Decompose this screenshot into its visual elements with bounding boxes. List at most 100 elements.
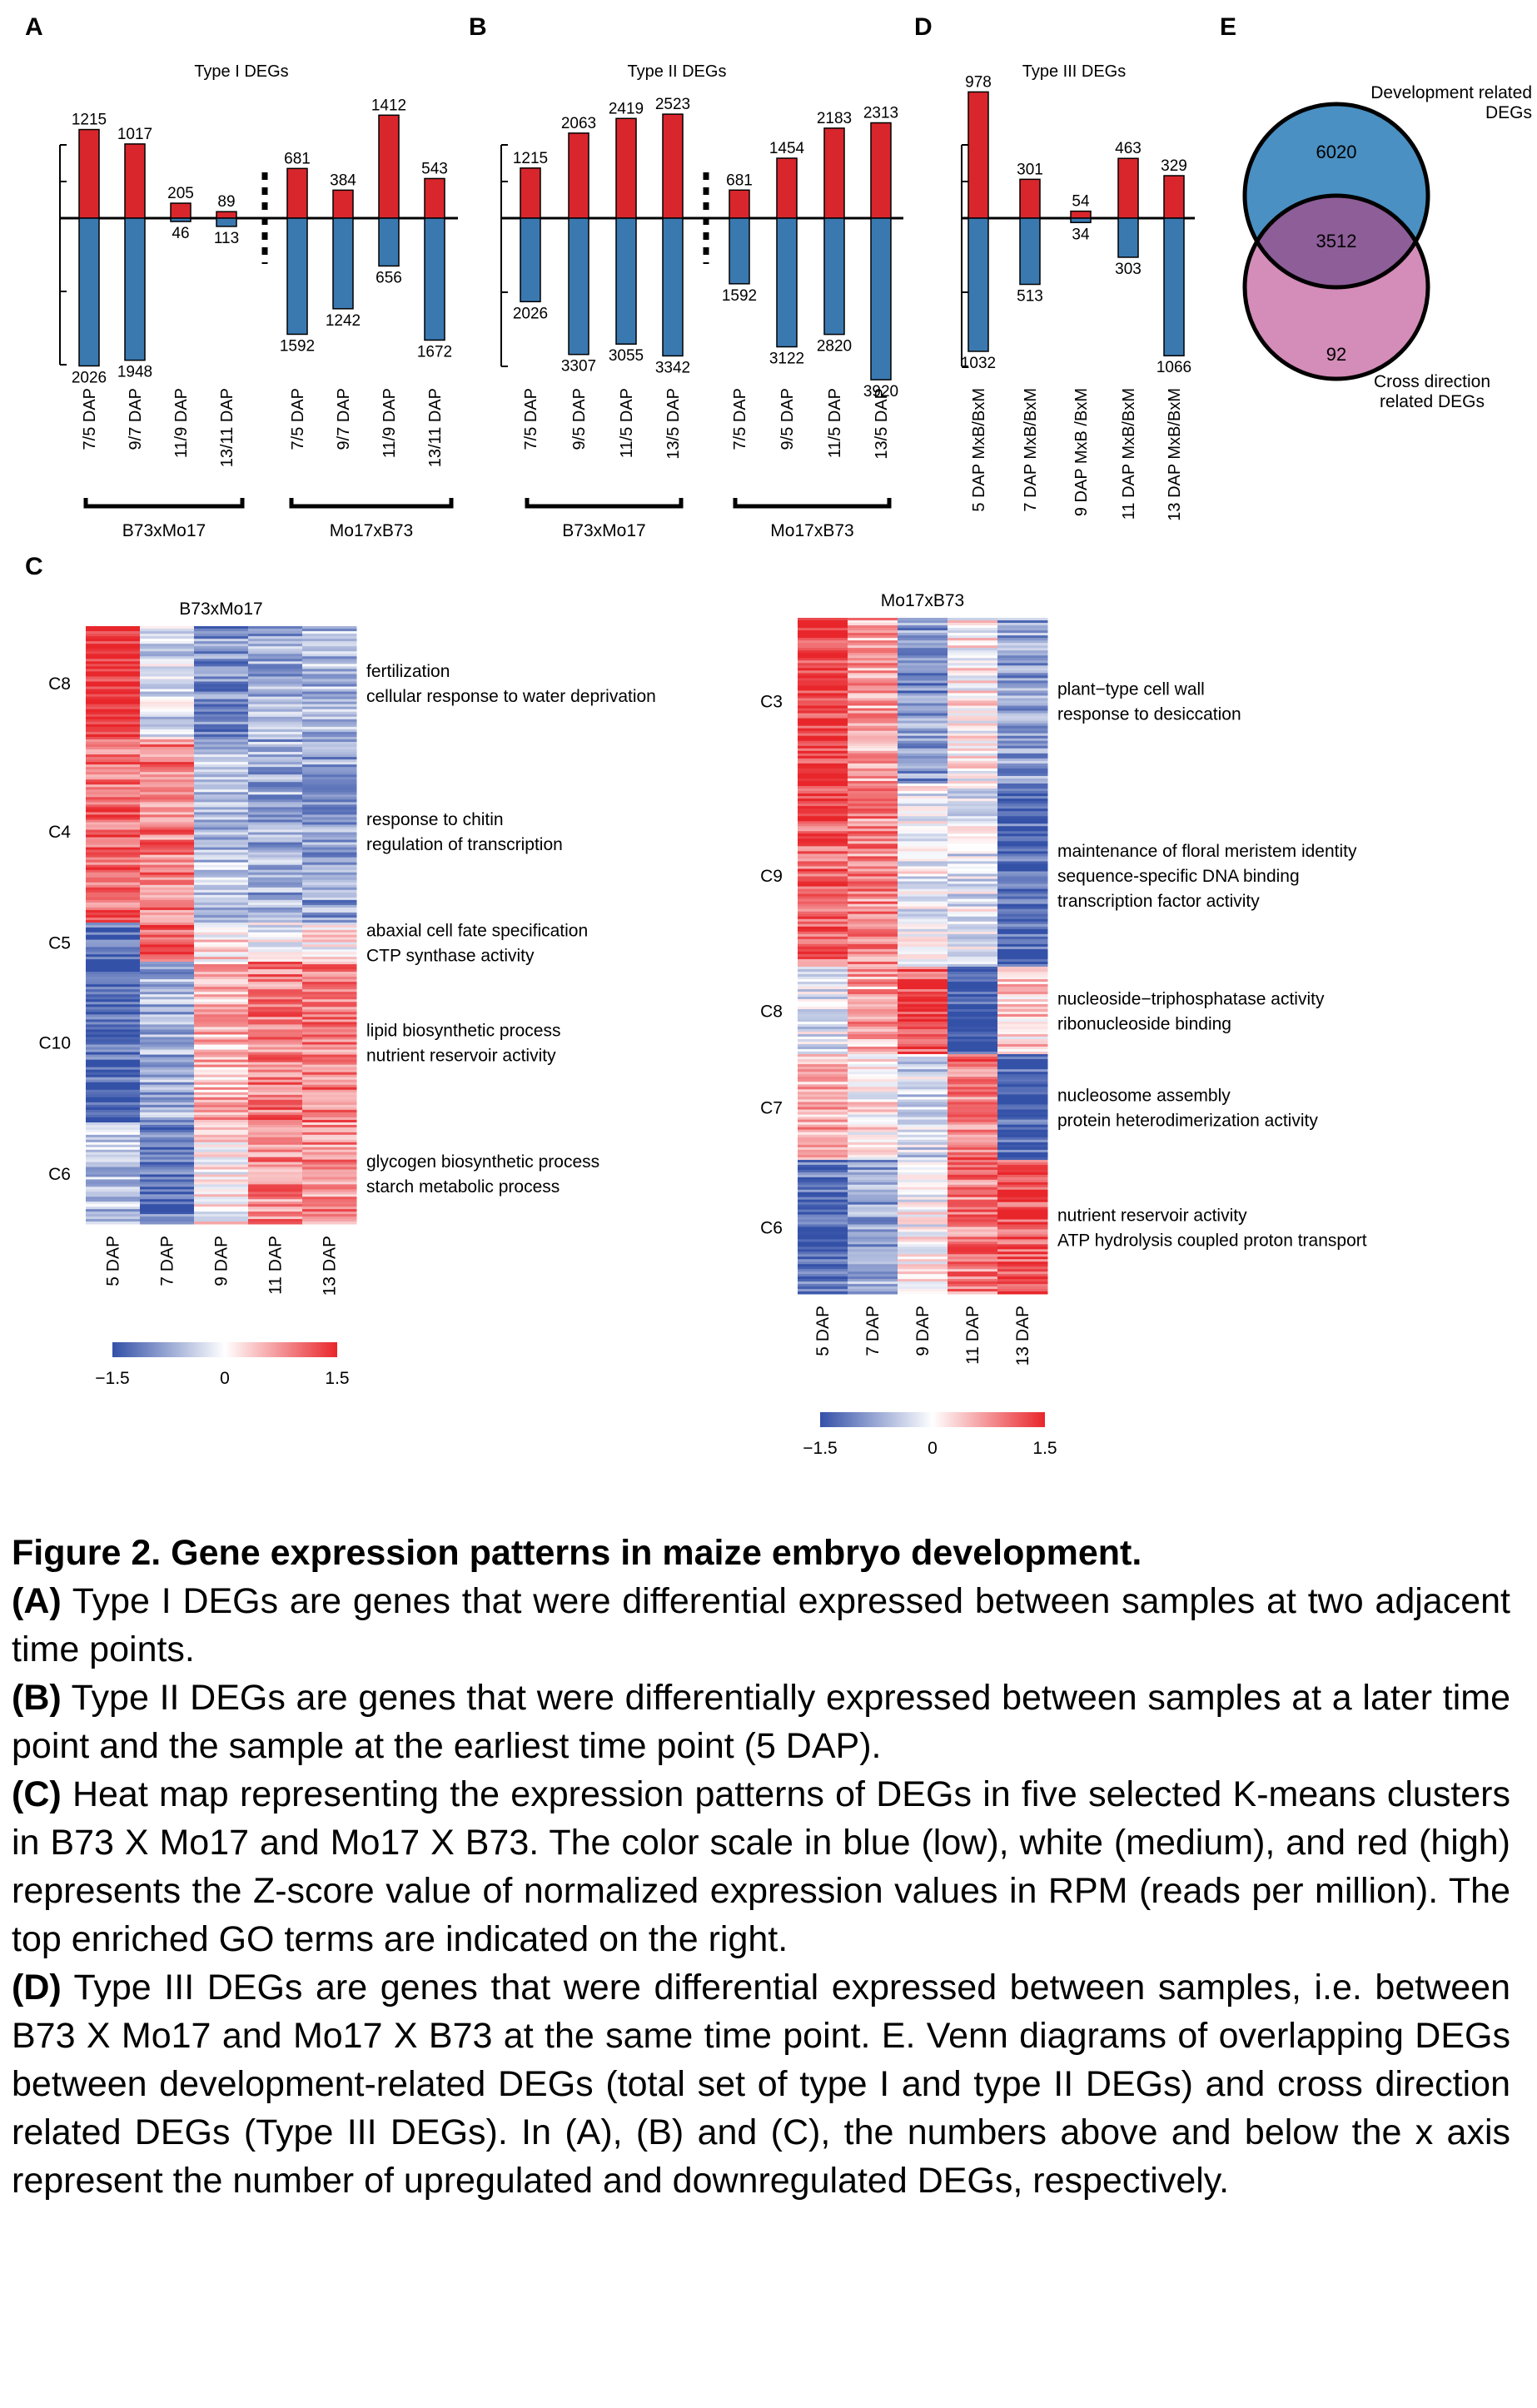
- heatmap-cell: [140, 944, 195, 948]
- heatmap-cell: [86, 864, 141, 868]
- heatmap-cell: [140, 1192, 195, 1195]
- heatmap-cell: [948, 977, 998, 980]
- heatmap-cell: [194, 634, 249, 637]
- heatmap-cell: [248, 874, 303, 878]
- heatmap-cell: [194, 1047, 249, 1051]
- heatmap-cell: [86, 1062, 141, 1066]
- heatmap-cell: [948, 1249, 998, 1252]
- heatmap-cell: [997, 873, 1048, 878]
- heatmap-cell: [86, 1014, 141, 1017]
- heatmap-cell: [997, 705, 1048, 709]
- heatmap-cell: [848, 893, 898, 898]
- heatmap-cell: [798, 1037, 848, 1040]
- heatmap-cell: [898, 1119, 948, 1123]
- heatmap-cell: [997, 1157, 1048, 1161]
- heatmap-cell: [848, 1162, 898, 1166]
- heatmap-cell: [248, 721, 303, 725]
- heatmap-cell: [798, 710, 848, 714]
- cluster-label: C6: [48, 1165, 71, 1184]
- heatmap-cell: [997, 1149, 1048, 1153]
- heatmap-cell: [798, 916, 848, 920]
- heatmap-cell: [898, 1162, 948, 1166]
- heatmap-cell: [248, 654, 303, 657]
- heatmap-cell: [798, 784, 848, 787]
- heatmap-cell: [948, 1127, 998, 1131]
- heatmap-cell: [194, 729, 249, 733]
- heatmap-cell: [302, 1117, 357, 1121]
- heatmap-cell: [140, 887, 195, 891]
- heatmap-cell: [798, 653, 848, 656]
- heatmap-cell: [248, 1039, 303, 1042]
- heatmap-cell: [997, 848, 1048, 852]
- heatmap-cell: [898, 1204, 948, 1208]
- heatmap-cell: [140, 974, 195, 978]
- heatmap-cell: [948, 951, 998, 955]
- heatmap-cell: [997, 1211, 1048, 1216]
- heatmap-cell: [848, 848, 898, 852]
- value-label-down: 2820: [817, 338, 852, 356]
- heatmap-cell: [997, 881, 1048, 885]
- heatmap-cell: [248, 709, 303, 713]
- heatmap-cell: [898, 733, 948, 737]
- heatmap-cell: [948, 728, 998, 732]
- heatmap-cell: [86, 644, 141, 647]
- heatmap-cell: [997, 951, 1048, 955]
- heatmap-cell: [948, 645, 998, 649]
- heatmap-cell: [948, 916, 998, 920]
- heatmap-cell: [140, 1164, 195, 1168]
- heatmap-cell: [140, 987, 195, 990]
- heatmap-cell: [997, 906, 1048, 910]
- heatmap-cell: [898, 948, 948, 953]
- heatmap-cell: [898, 816, 948, 819]
- heatmap-cell: [798, 941, 848, 945]
- go-term: CTP synthase activity: [366, 947, 535, 966]
- heatmap-cell: [302, 829, 357, 833]
- heatmap-cell: [86, 676, 141, 679]
- heatmap-cell: [194, 784, 249, 788]
- heatmap-cell: [848, 760, 898, 764]
- heatmap-cell: [194, 819, 249, 823]
- heatmap-cell: [302, 834, 357, 838]
- heatmap-cell: [86, 987, 141, 990]
- heatmap-cell: [798, 851, 848, 854]
- heatmap-cell: [798, 1082, 848, 1085]
- heatmap-cell: [997, 1204, 1048, 1208]
- heatmap-cell: [248, 847, 303, 851]
- heatmap-cell: [997, 858, 1048, 862]
- heatmap-cell: [997, 720, 1048, 724]
- value-label-up: 89: [217, 193, 235, 211]
- heatmap-cell: [248, 817, 303, 820]
- heatmap-cell: [798, 863, 848, 867]
- heatmap-cell: [194, 767, 249, 770]
- heatmap-cell: [798, 623, 848, 626]
- heatmap-cell: [997, 828, 1048, 832]
- heatmap-cell: [140, 1194, 195, 1197]
- heatmap-cell: [140, 631, 195, 634]
- heatmap-cell: [997, 801, 1048, 804]
- heatmap-cell: [86, 912, 141, 916]
- heatmap-cell: [898, 1274, 948, 1277]
- heatmap-cell: [948, 1034, 998, 1037]
- heatmap-cell: [898, 967, 948, 970]
- heatmap-cell: [798, 1109, 848, 1113]
- heatmap-cell: [948, 643, 998, 646]
- heatmap-cell: [898, 1194, 948, 1198]
- heatmap-cell: [302, 937, 357, 941]
- heatmap-cell: [997, 1044, 1048, 1047]
- heatmap-cell: [948, 963, 998, 968]
- heatmap-cell: [140, 1157, 195, 1161]
- heatmap-cell: [997, 1152, 1048, 1156]
- heatmap-cell: [997, 1172, 1048, 1176]
- heatmap-cell: [898, 979, 948, 983]
- heatmap-cell: [798, 1144, 848, 1148]
- heatmap-cell: [997, 861, 1048, 864]
- heatmap-cell: [302, 1174, 357, 1177]
- heatmap-cell: [948, 1199, 998, 1203]
- heatmap-cell: [248, 1119, 303, 1123]
- heatmap-cell: [86, 714, 141, 718]
- heatmap-cell: [848, 1012, 898, 1015]
- heatmap-cell: [86, 1167, 141, 1171]
- heatmap-cell: [194, 874, 249, 878]
- heatmap-cell: [848, 813, 898, 817]
- heatmap-cell: [848, 984, 898, 988]
